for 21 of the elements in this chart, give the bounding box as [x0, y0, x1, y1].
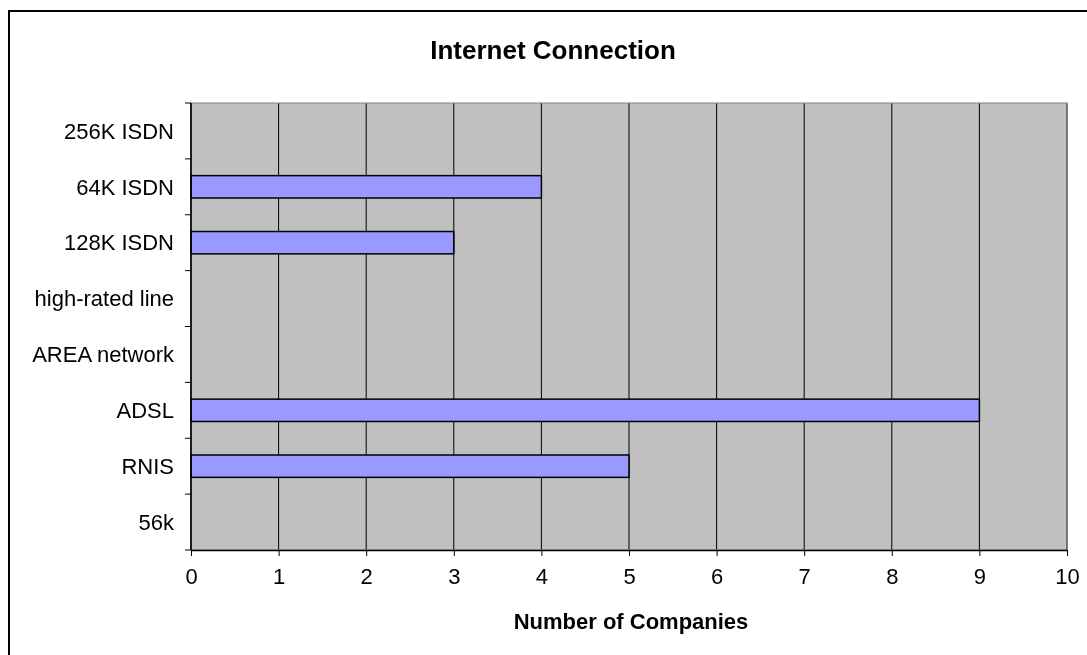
y-tick-label: ADSL: [116, 398, 174, 424]
y-tick-label: 64K ISDN: [76, 174, 174, 200]
chart-title: Internet Connection: [430, 35, 676, 65]
x-axis-title: Number of Companies: [513, 609, 749, 634]
x-tick-label: 1: [272, 563, 286, 589]
x-tick-label: 2: [360, 563, 373, 589]
y-tick-label: 128K ISDN: [63, 230, 174, 256]
y-tick-label: 256K ISDN: [63, 118, 174, 144]
x-tick-label: 6: [710, 563, 724, 589]
y-tick-label: 56k: [138, 509, 175, 535]
x-tick-label: 5: [623, 563, 636, 589]
x-tick-label: 8: [886, 563, 899, 589]
y-tick-label: high-rated line: [34, 286, 174, 312]
y-tick-label: AREA network: [32, 342, 175, 368]
x-tick-label: 7: [798, 563, 811, 589]
x-tick-label: 3: [448, 563, 461, 589]
x-tick-label: 4: [535, 563, 549, 589]
x-tick-label: 0: [185, 563, 198, 589]
y-tick-label: RNIS: [121, 453, 174, 479]
x-tick-label: 10: [1055, 563, 1080, 589]
x-tick-label: 9: [973, 563, 987, 589]
